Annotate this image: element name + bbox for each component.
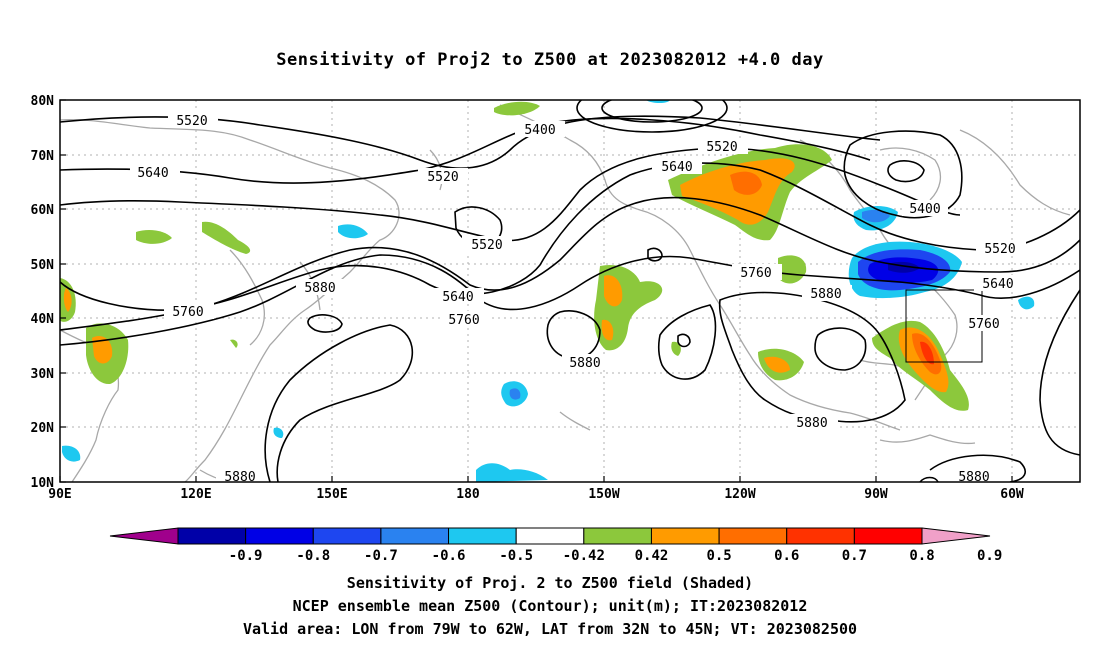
sensitivity-region (63, 288, 72, 312)
contour-label: 5880 (304, 281, 335, 296)
sensitivity-region (136, 230, 172, 244)
sensitivity-shading (60, 100, 1035, 482)
colorbar-label: 0.8 (909, 548, 934, 564)
lat-label: 60N (31, 203, 55, 218)
contour-label: 5520 (427, 170, 458, 185)
lat-label: 10N (31, 476, 55, 491)
caption-line-2: NCEP ensemble mean Z500 (Contour); unit(… (292, 597, 808, 615)
contour-labels: 5400 5400 5520 5520 5520 5520 5520 5640 … (130, 112, 1026, 485)
axis-ticks (59, 99, 1013, 483)
colorbar-label: 0.5 (706, 548, 731, 564)
colorbar-segment (109, 527, 179, 545)
sensitivity-region (778, 255, 807, 284)
lat-label: 30N (31, 367, 55, 382)
colorbar-segment (786, 527, 855, 545)
sensitivity-region (476, 463, 548, 482)
sensitivity-region (92, 336, 113, 364)
chart-title: Sensitivity of Proj2 to Z500 at 20230820… (276, 50, 824, 70)
lon-label: 150W (588, 487, 619, 502)
sensitivity-region (764, 356, 790, 373)
sensitivity-region (509, 388, 521, 400)
sensitivity-region (862, 209, 890, 223)
sensitivity-region (494, 101, 540, 116)
lon-label: 150E (316, 487, 347, 502)
contour-label: 5400 (524, 123, 555, 138)
contour-label: 5880 (810, 287, 841, 302)
contour-label: 5640 (442, 290, 473, 305)
contour-label: 5760 (448, 313, 479, 328)
captions: Sensitivity of Proj. 2 to Z500 field (Sh… (0, 572, 1100, 641)
sensitivity-region (62, 445, 81, 462)
colorbar-segment (312, 527, 382, 545)
lat-label: 40N (31, 312, 55, 327)
sensitivity-region (202, 221, 251, 254)
lon-label: 180 (456, 487, 480, 502)
colorbar-label: -0.5 (499, 548, 533, 564)
map-frame (59, 99, 1081, 483)
sensitivity-region (730, 171, 762, 195)
colorbar-segment (853, 527, 923, 545)
contour-label: 5760 (968, 317, 999, 332)
latitude-labels: 80N 70N 60N 50N 40N 30N 20N 10N (31, 94, 55, 491)
sensitivity-region (920, 341, 934, 365)
lon-label: 90E (48, 487, 71, 502)
colorbar-label: -0.7 (364, 548, 398, 564)
contour-label: 5640 (661, 160, 692, 175)
sensitivity-region (671, 341, 681, 356)
contour-label: 5520 (984, 242, 1015, 257)
sensitivity-region (604, 275, 623, 307)
sensitivity-region (601, 319, 614, 341)
colorbar-segment (380, 527, 450, 545)
lat-label: 80N (31, 94, 55, 109)
lat-label: 70N (31, 149, 55, 164)
colorbar-label: 0.6 (774, 548, 799, 564)
colorbar-label: -0.42 (563, 548, 605, 564)
contour-label: 5760 (172, 305, 203, 320)
colorbar-label: -0.6 (432, 548, 466, 564)
lon-label: 120W (724, 487, 755, 502)
sensitivity-region (273, 427, 284, 438)
colorbar-segment (448, 527, 517, 545)
contour-label: 5880 (569, 356, 600, 371)
contour-label: 5520 (706, 140, 737, 155)
contour-label: 5880 (796, 416, 827, 431)
colorbar-label: -0.9 (229, 548, 263, 564)
lat-label: 50N (31, 258, 55, 273)
lon-label: 90W (864, 487, 888, 502)
colorbar-label: 0.9 (977, 548, 1002, 564)
contour-label: 5760 (740, 266, 771, 281)
colorbar-label: 0.7 (842, 548, 867, 564)
contour-label: 5400 (909, 202, 940, 217)
colorbar-segment (177, 527, 247, 545)
colorbar-segment (583, 527, 652, 545)
colorbar-label: 0.42 (635, 548, 669, 564)
colorbar-segment (650, 527, 720, 545)
contour-label: 5640 (982, 277, 1013, 292)
sensitivity-region (1018, 296, 1035, 310)
caption-line-3: Valid area: LON from 79W to 62W, LAT fro… (242, 620, 858, 638)
contour-label: 5520 (176, 114, 207, 129)
lon-label: 60W (1000, 487, 1024, 502)
colorbar-segment (245, 527, 314, 545)
sensitivity-region (338, 224, 368, 239)
contour-label: 5520 (471, 238, 502, 253)
caption-line-1: Sensitivity of Proj. 2 to Z500 field (Sh… (346, 574, 754, 592)
map-figure: 5400 5400 5520 5520 5520 5520 5520 5640 … (31, 94, 1081, 564)
colorbar-segment (515, 527, 585, 545)
colorbar-label: -0.8 (296, 548, 330, 564)
lon-label: 120E (180, 487, 211, 502)
colorbar: -0.9 -0.8 -0.7 -0.6 -0.5 -0.42 0.42 0.5 0.6 0.7 0.… (109, 527, 1002, 564)
colorbar-segment (921, 527, 991, 545)
longitude-labels: 90E 120E 150E 180 150W 120W 90W 60W (48, 487, 1024, 502)
lat-label: 20N (31, 421, 55, 436)
colorbar-segment (718, 527, 788, 545)
contour-label: 5640 (137, 166, 168, 181)
sensitivity-region (230, 339, 238, 348)
